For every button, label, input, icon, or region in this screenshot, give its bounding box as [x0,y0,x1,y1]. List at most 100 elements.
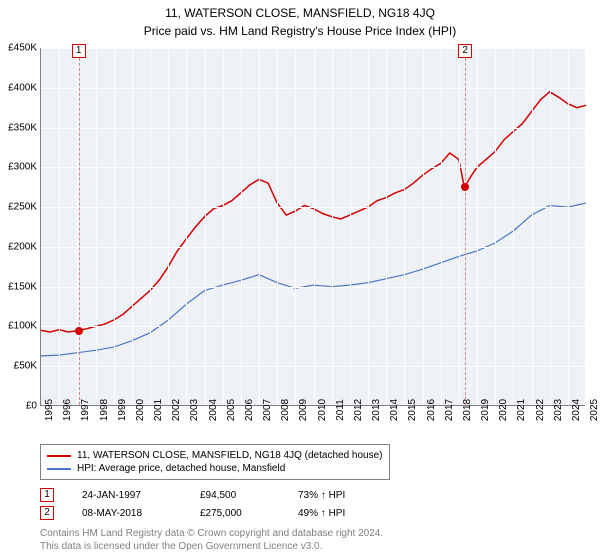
gridline-v [332,48,333,405]
gridline-v [532,48,533,405]
y-axis-label: £400K [8,82,37,93]
x-axis-label: 2000 [135,399,146,421]
x-axis-label: 2020 [498,399,509,421]
footer-line: This data is licensed under the Open Gov… [40,541,383,554]
x-axis-label: 2013 [371,399,382,421]
plot-area: £0£50K£100K£150K£200K£250K£300K£350K£400… [40,48,585,406]
gridline-v [223,48,224,405]
y-axis-label: £0 [26,401,37,412]
gridline-v [168,48,169,405]
x-axis-label: 2021 [516,399,527,421]
sale-hpi: 73% ↑ HPI [298,490,378,501]
gridline-v [350,48,351,405]
x-axis-label: 2005 [226,399,237,421]
sale-price: £94,500 [200,490,270,501]
sale-date: 08-MAY-2018 [82,508,172,519]
x-axis-label: 2011 [335,399,346,421]
y-axis-label: £250K [8,202,37,213]
gridline-v [550,48,551,405]
x-axis-label: 2009 [298,399,309,421]
x-axis-label: 1997 [80,399,91,421]
legend-swatch [47,455,71,457]
legend-swatch [47,468,71,470]
x-axis-label: 2022 [535,399,546,421]
chart-title: 11, WATERSON CLOSE, MANSFIELD, NG18 4JQ [0,0,600,20]
y-axis-label: £450K [8,43,37,54]
y-axis-label: £350K [8,122,37,133]
x-axis-label: 2015 [407,399,418,421]
x-axis-label: 2006 [244,399,255,421]
sale-date: 24-JAN-1997 [82,490,172,501]
x-axis-label: 2007 [262,399,273,421]
y-axis-label: £300K [8,162,37,173]
x-axis-label: 2001 [153,399,164,421]
sale-row: 2 08-MAY-2018 £275,000 49% ↑ HPI [40,504,378,522]
y-axis-label: £150K [8,281,37,292]
sale-marker-box: 2 [40,506,54,520]
sale-hpi: 49% ↑ HPI [298,508,378,519]
x-axis-label: 2019 [480,399,491,421]
gridline-v [277,48,278,405]
gridline-v [259,48,260,405]
gridline-v [513,48,514,405]
gridline-v [586,48,587,405]
footer: Contains HM Land Registry data © Crown c… [40,528,383,553]
x-axis-label: 2016 [426,399,437,421]
sale-row: 1 24-JAN-1997 £94,500 73% ↑ HPI [40,486,378,504]
x-axis-label: 2023 [553,399,564,421]
gridline-v [441,48,442,405]
x-axis-label: 2024 [571,399,582,421]
sale-dot [75,327,83,335]
legend: 11, WATERSON CLOSE, MANSFIELD, NG18 4JQ … [40,444,390,480]
legend-label: 11, WATERSON CLOSE, MANSFIELD, NG18 4JQ … [77,450,382,461]
sale-price: £275,000 [200,508,270,519]
sale-vline [79,48,80,405]
y-axis-label: £50K [14,361,37,372]
gridline-v [186,48,187,405]
gridline-v [241,48,242,405]
x-axis-label: 2010 [317,399,328,421]
sale-dot [461,183,469,191]
gridline-v [423,48,424,405]
gridline-v [495,48,496,405]
x-axis-label: 2012 [353,399,364,421]
x-axis-label: 2008 [280,399,291,421]
sale-marker-label: 2 [458,44,472,58]
gridline-v [150,48,151,405]
legend-label: HPI: Average price, detached house, Mans… [77,463,285,474]
gridline-v [59,48,60,405]
x-axis-label: 2017 [444,399,455,421]
x-axis-label: 2025 [589,399,600,421]
x-axis-label: 1998 [99,399,110,421]
gridline-v [568,48,569,405]
gridline-v [314,48,315,405]
x-axis-label: 1995 [44,399,55,421]
gridline-v [114,48,115,405]
chart-container: 11, WATERSON CLOSE, MANSFIELD, NG18 4JQ … [0,0,600,560]
gridline-v [459,48,460,405]
gridline-v [477,48,478,405]
gridline-v [295,48,296,405]
x-axis-label: 2002 [171,399,182,421]
legend-item: 11, WATERSON CLOSE, MANSFIELD, NG18 4JQ … [47,449,383,462]
gridline-v [205,48,206,405]
chart-subtitle: Price paid vs. HM Land Registry's House … [0,20,600,42]
gridline-v [386,48,387,405]
x-axis-label: 2014 [389,399,400,421]
x-axis-label: 1996 [62,399,73,421]
gridline-v [132,48,133,405]
y-axis-label: £200K [8,241,37,252]
legend-item: HPI: Average price, detached house, Mans… [47,462,383,475]
y-axis-label: £100K [8,321,37,332]
sales-table: 1 24-JAN-1997 £94,500 73% ↑ HPI 2 08-MAY… [40,486,378,522]
gridline-v [404,48,405,405]
x-axis-label: 2003 [189,399,200,421]
footer-line: Contains HM Land Registry data © Crown c… [40,528,383,541]
gridline-v [96,48,97,405]
sale-vline [465,48,466,405]
x-axis-label: 1999 [117,399,128,421]
gridline-v [368,48,369,405]
sale-marker-box: 1 [40,488,54,502]
x-axis-label: 2018 [462,399,473,421]
x-axis-label: 2004 [208,399,219,421]
